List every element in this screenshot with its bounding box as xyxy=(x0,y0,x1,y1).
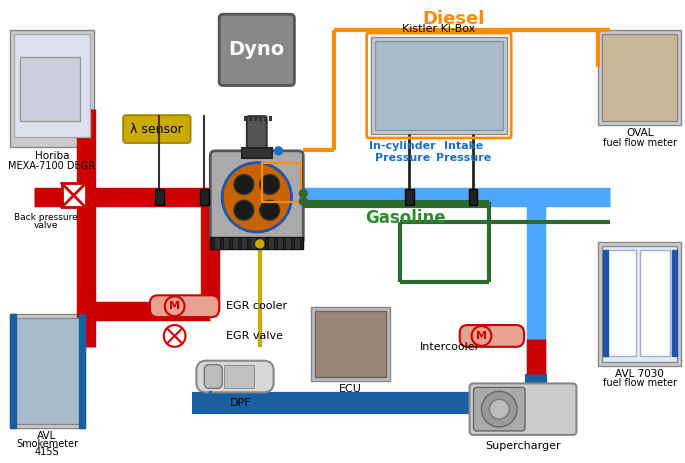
Bar xyxy=(201,189,210,205)
FancyBboxPatch shape xyxy=(473,388,525,431)
FancyBboxPatch shape xyxy=(197,361,273,392)
Bar xyxy=(155,189,164,205)
Bar xyxy=(232,237,238,249)
Text: fuel flow meter: fuel flow meter xyxy=(603,378,677,388)
Bar xyxy=(224,365,254,388)
Bar xyxy=(371,37,507,134)
Text: AVL: AVL xyxy=(37,431,57,441)
Text: Back pressure: Back pressure xyxy=(14,213,78,222)
Text: valve: valve xyxy=(34,221,58,230)
Text: Smokemeter: Smokemeter xyxy=(16,439,78,449)
Bar xyxy=(10,314,84,428)
Bar xyxy=(254,116,257,121)
Text: MEXA-7100 DEGR: MEXA-7100 DEGR xyxy=(8,161,95,171)
Text: EGR cooler: EGR cooler xyxy=(226,301,287,311)
Bar xyxy=(264,116,266,121)
Polygon shape xyxy=(222,399,231,408)
Circle shape xyxy=(234,200,254,220)
Bar xyxy=(469,189,477,205)
Bar xyxy=(295,237,300,249)
Bar xyxy=(602,246,677,362)
Bar xyxy=(602,34,677,121)
Text: OVAL: OVAL xyxy=(626,128,653,138)
Bar xyxy=(640,250,669,356)
Circle shape xyxy=(164,296,184,316)
Bar xyxy=(249,116,252,121)
Circle shape xyxy=(482,391,517,427)
Circle shape xyxy=(299,189,308,197)
Text: Dyno: Dyno xyxy=(229,40,285,59)
Bar xyxy=(10,314,16,428)
Bar xyxy=(241,237,247,249)
Text: DPF: DPF xyxy=(230,398,252,408)
Bar xyxy=(606,250,636,356)
Circle shape xyxy=(260,175,279,194)
Bar xyxy=(268,237,273,249)
Bar xyxy=(214,237,220,249)
Circle shape xyxy=(256,240,264,248)
Text: Horiba: Horiba xyxy=(35,151,69,161)
Bar xyxy=(79,314,84,428)
Bar xyxy=(673,250,677,356)
Bar xyxy=(242,148,272,158)
Text: M: M xyxy=(169,301,180,311)
Text: fuel flow meter: fuel flow meter xyxy=(603,138,677,148)
Bar xyxy=(10,30,95,147)
Text: Intake
Pressure: Intake Pressure xyxy=(436,141,491,163)
Bar xyxy=(259,116,262,121)
Circle shape xyxy=(260,200,279,220)
FancyBboxPatch shape xyxy=(204,365,222,388)
Text: Kistler Ki-Box: Kistler Ki-Box xyxy=(402,24,475,34)
FancyBboxPatch shape xyxy=(150,295,219,317)
Text: Gasoline: Gasoline xyxy=(364,209,445,227)
Text: Intercooler: Intercooler xyxy=(420,342,480,352)
FancyBboxPatch shape xyxy=(470,383,577,435)
FancyBboxPatch shape xyxy=(123,115,190,143)
Bar xyxy=(286,237,291,249)
Text: Diesel: Diesel xyxy=(423,10,485,28)
Circle shape xyxy=(471,326,491,346)
Text: Supercharger: Supercharger xyxy=(485,441,561,451)
Text: EGR valve: EGR valve xyxy=(226,331,283,341)
Bar xyxy=(598,30,682,125)
Bar xyxy=(210,237,303,249)
Bar xyxy=(262,163,301,202)
Bar xyxy=(62,183,86,207)
Circle shape xyxy=(275,147,282,155)
Bar xyxy=(14,34,90,137)
Bar xyxy=(244,116,247,121)
Text: AVL 7030: AVL 7030 xyxy=(615,369,664,379)
Bar xyxy=(277,237,282,249)
FancyBboxPatch shape xyxy=(210,151,303,244)
Text: 415S: 415S xyxy=(35,447,60,457)
Circle shape xyxy=(234,175,254,194)
Bar xyxy=(21,57,79,121)
Bar xyxy=(250,237,256,249)
Text: M: M xyxy=(476,331,487,341)
Circle shape xyxy=(164,325,186,347)
Text: ECU: ECU xyxy=(339,384,362,394)
Circle shape xyxy=(299,197,308,205)
Circle shape xyxy=(489,399,509,419)
Bar xyxy=(259,237,264,249)
Bar xyxy=(14,318,81,424)
Bar xyxy=(598,242,682,366)
Circle shape xyxy=(222,163,291,232)
Bar xyxy=(311,307,390,382)
Text: In-cylinder
Pressure: In-cylinder Pressure xyxy=(369,141,436,163)
FancyBboxPatch shape xyxy=(219,14,295,86)
Bar xyxy=(603,250,608,356)
Bar xyxy=(269,116,272,121)
FancyBboxPatch shape xyxy=(247,116,266,153)
Bar xyxy=(315,311,386,377)
Text: λ sensor: λ sensor xyxy=(130,123,183,136)
Bar xyxy=(375,41,503,130)
Bar xyxy=(223,237,229,249)
Text: Air: Air xyxy=(192,391,221,409)
Bar xyxy=(406,189,414,205)
FancyBboxPatch shape xyxy=(460,325,524,347)
